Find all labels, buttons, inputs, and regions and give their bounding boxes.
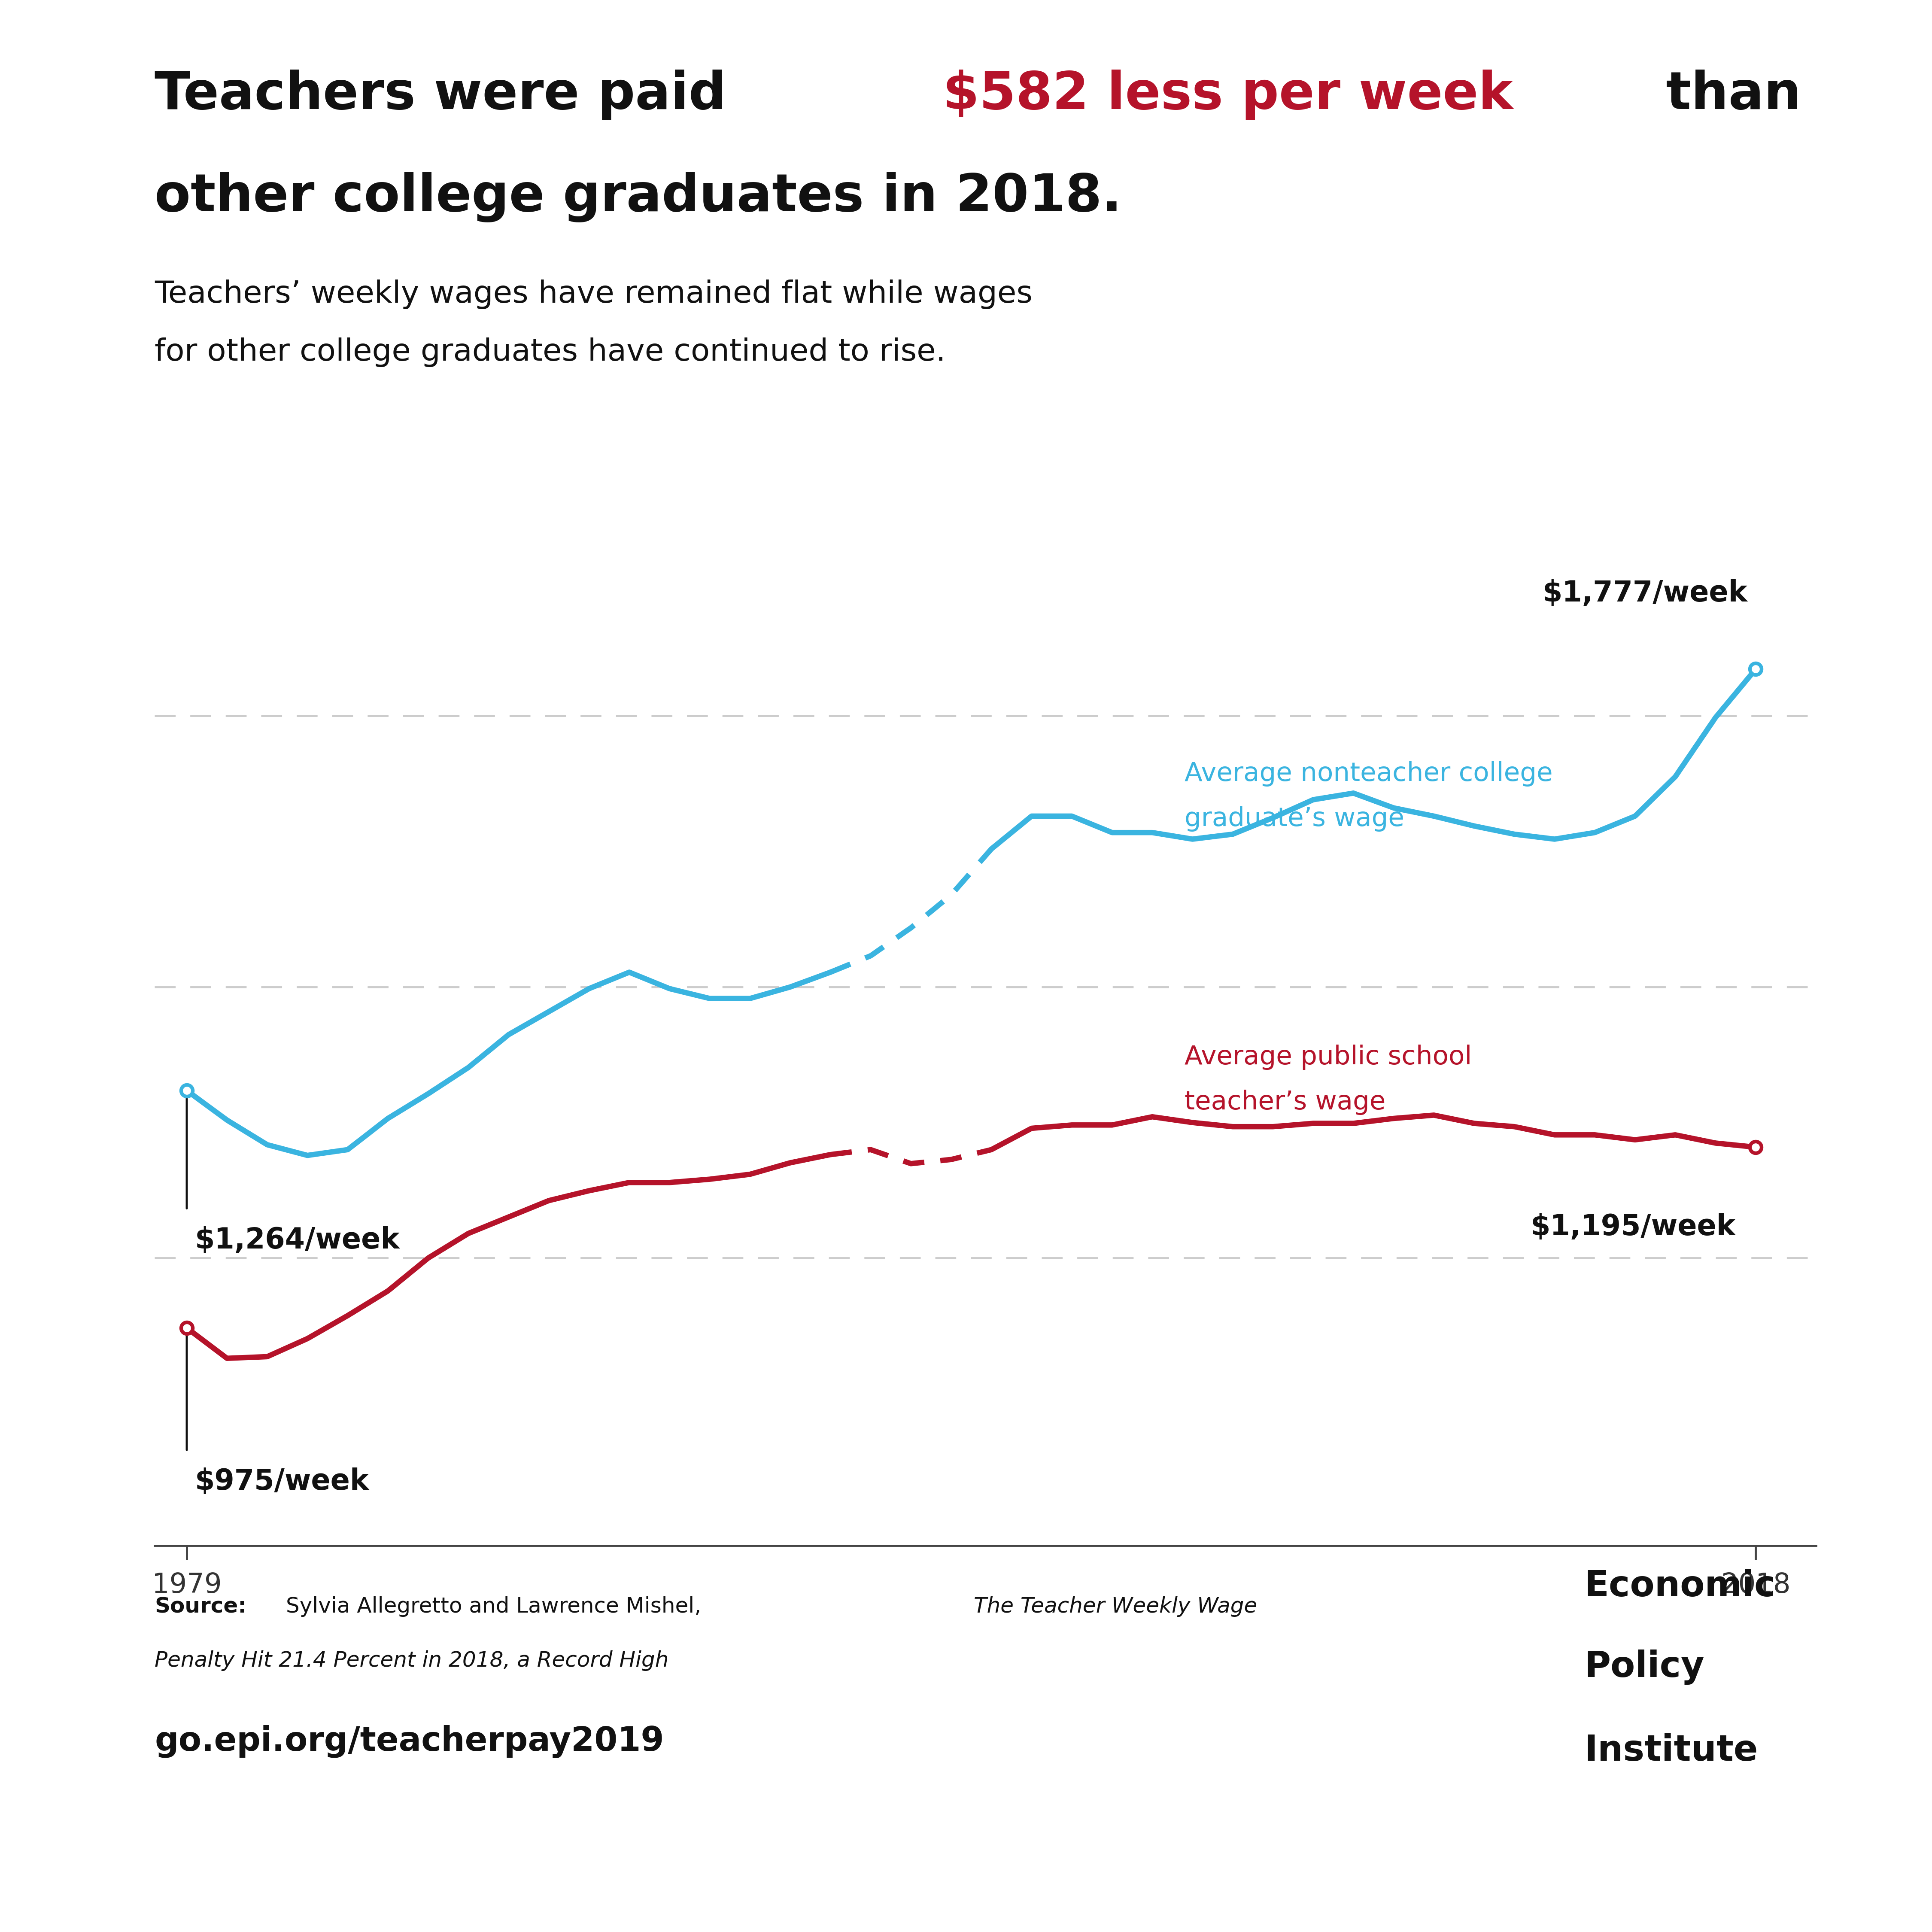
Point [1741, 653, 1772, 684]
Text: The Teacher Weekly Wage: The Teacher Weekly Wage [974, 1596, 1258, 1617]
Text: Teachers’ weekly wages have remained flat while wages: Teachers’ weekly wages have remained fla… [155, 280, 1032, 309]
Text: for other college graduates have continued to rise.: for other college graduates have continu… [155, 338, 945, 367]
Text: Institute: Institute [1584, 1733, 1758, 1768]
Text: teacher’s wage: teacher’s wage [1184, 1090, 1385, 1115]
Text: than: than [1648, 70, 1801, 120]
Text: other college graduates in 2018.: other college graduates in 2018. [155, 172, 1122, 222]
Text: Source:: Source: [155, 1596, 247, 1617]
Point [1741, 1132, 1772, 1163]
Text: $1,777/week: $1,777/week [1542, 580, 1748, 607]
Text: $1,264/week: $1,264/week [195, 1227, 400, 1254]
Text: Penalty Hit 21.4 Percent in 2018, a Record High: Penalty Hit 21.4 Percent in 2018, a Reco… [155, 1650, 668, 1671]
Text: Average nonteacher college: Average nonteacher college [1184, 761, 1553, 786]
Text: $582 less per week: $582 less per week [943, 70, 1513, 120]
Text: Policy: Policy [1584, 1650, 1704, 1685]
Text: graduate’s wage: graduate’s wage [1184, 806, 1405, 831]
Text: Average public school: Average public school [1184, 1045, 1472, 1070]
Text: go.epi.org/teacherpay2019: go.epi.org/teacherpay2019 [155, 1725, 665, 1758]
Text: $1,195/week: $1,195/week [1530, 1213, 1735, 1240]
Point [172, 1074, 203, 1105]
Text: Teachers were paid: Teachers were paid [155, 70, 744, 120]
Text: $975/week: $975/week [195, 1468, 369, 1495]
Text: Economic: Economic [1584, 1569, 1776, 1604]
Text: Sylvia Allegretto and Lawrence Mishel,: Sylvia Allegretto and Lawrence Mishel, [286, 1596, 707, 1617]
Point [172, 1312, 203, 1343]
